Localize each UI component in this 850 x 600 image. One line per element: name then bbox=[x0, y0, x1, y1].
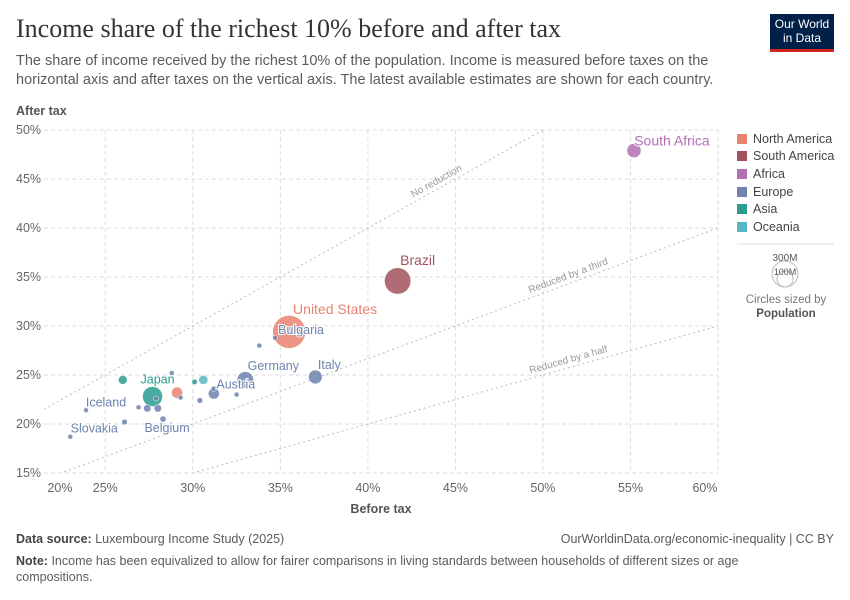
data-point bbox=[191, 378, 198, 385]
legend-item[interactable]: Oceania bbox=[737, 218, 834, 236]
x-tick-label: 40% bbox=[355, 481, 380, 495]
y-tick-label: 35% bbox=[16, 270, 41, 284]
chart-title: Income share of the richest 10% before a… bbox=[16, 14, 562, 43]
data-point bbox=[177, 394, 184, 401]
y-tick-label: 25% bbox=[16, 368, 41, 382]
point-label: United States bbox=[293, 301, 377, 317]
data-point bbox=[272, 315, 306, 349]
legend-item[interactable]: Asia bbox=[737, 200, 834, 218]
x-tick-label: 25% bbox=[93, 481, 118, 495]
owid-logo[interactable]: Our World in Data bbox=[770, 14, 834, 52]
y-tick-label: 15% bbox=[16, 466, 41, 480]
point-label: Italy bbox=[318, 358, 342, 372]
source-url[interactable]: OurWorldinData.org/economic-inequality |… bbox=[560, 532, 834, 546]
data-point bbox=[121, 418, 128, 426]
point-label: Germany bbox=[248, 359, 300, 373]
data-point bbox=[272, 335, 278, 341]
data-point bbox=[210, 385, 217, 392]
point-label: Bulgaria bbox=[278, 323, 324, 337]
point-label: South Africa bbox=[634, 133, 710, 149]
legend-item[interactable]: North America bbox=[737, 130, 834, 148]
data-point bbox=[169, 370, 175, 376]
legend-item[interactable]: Europe bbox=[737, 183, 834, 201]
point-label: Iceland bbox=[86, 395, 126, 409]
y-tick-label: 50% bbox=[16, 123, 41, 137]
size-legend-label: 100M bbox=[774, 267, 797, 277]
point-label: Belgium bbox=[144, 421, 189, 435]
legend-swatch bbox=[737, 221, 747, 232]
x-tick-label: 20% bbox=[47, 481, 72, 495]
chart-subtitle: The share of income received by the rich… bbox=[16, 53, 714, 88]
note: Note: Income has been equivalized to all… bbox=[16, 554, 739, 584]
data-point bbox=[233, 391, 240, 398]
data-point bbox=[83, 407, 89, 414]
reference-line-label: Reduced by a half bbox=[528, 344, 609, 376]
y-axis-label: After tax bbox=[16, 104, 67, 118]
data-point bbox=[153, 395, 159, 402]
size-legend-caption: Circles sized by bbox=[746, 294, 827, 306]
point-label: Japan bbox=[141, 373, 175, 387]
data-point bbox=[308, 369, 323, 385]
legend-item[interactable]: Africa bbox=[737, 165, 834, 183]
data-point bbox=[159, 415, 167, 423]
legend-label: Oceania bbox=[753, 219, 800, 234]
reference-line bbox=[60, 227, 718, 473]
y-tick-label: 20% bbox=[16, 417, 41, 431]
data-point bbox=[196, 397, 203, 404]
point-label: Brazil bbox=[400, 252, 435, 268]
size-legend-label: 300M bbox=[772, 253, 797, 264]
data-point bbox=[626, 143, 642, 158]
data-point bbox=[135, 404, 142, 411]
legend-label: South America bbox=[753, 149, 835, 164]
legend-label: North America bbox=[753, 131, 833, 146]
legend-label: Europe bbox=[753, 184, 794, 199]
y-tick-label: 40% bbox=[16, 221, 41, 235]
legend-swatch bbox=[737, 151, 747, 162]
data-point bbox=[67, 433, 74, 440]
legend-swatch bbox=[737, 133, 747, 144]
reference-line-label: Reduced by a third bbox=[527, 256, 610, 296]
data-source: Data source: Luxembourg Income Study (20… bbox=[16, 532, 285, 546]
x-tick-label: 55% bbox=[618, 481, 643, 495]
logo-text: Our World in Data bbox=[774, 17, 830, 45]
x-tick-label: 50% bbox=[530, 481, 555, 495]
data-point bbox=[143, 404, 152, 413]
x-axis-label: Before tax bbox=[350, 502, 411, 516]
point-label: Slovakia bbox=[71, 422, 118, 436]
x-tick-label: 35% bbox=[268, 481, 293, 495]
y-tick-label: 45% bbox=[16, 172, 41, 186]
legend-item[interactable]: South America bbox=[737, 148, 834, 166]
data-point bbox=[384, 267, 412, 295]
reference-line bbox=[190, 325, 718, 473]
point-label: Austria bbox=[216, 378, 255, 392]
legend-swatch bbox=[737, 204, 747, 215]
legend-label: Africa bbox=[753, 166, 785, 181]
legend-swatch bbox=[737, 186, 747, 197]
data-point bbox=[142, 386, 163, 407]
data-point bbox=[256, 342, 263, 349]
data-point bbox=[198, 375, 209, 385]
legend-swatch bbox=[737, 168, 747, 179]
x-tick-label: 45% bbox=[443, 481, 468, 495]
data-point bbox=[153, 404, 162, 413]
size-legend-variable: Population bbox=[756, 308, 815, 320]
size-legend-circle-small bbox=[776, 270, 794, 288]
reference-line bbox=[44, 130, 544, 410]
legend: North America South America Africa Europe As… bbox=[737, 130, 834, 236]
legend-label: Asia bbox=[753, 202, 778, 217]
x-tick-label: 60% bbox=[692, 481, 717, 495]
y-tick-label: 30% bbox=[16, 319, 41, 333]
x-tick-label: 30% bbox=[180, 481, 205, 495]
data-point bbox=[118, 375, 128, 385]
data-point bbox=[236, 371, 254, 389]
